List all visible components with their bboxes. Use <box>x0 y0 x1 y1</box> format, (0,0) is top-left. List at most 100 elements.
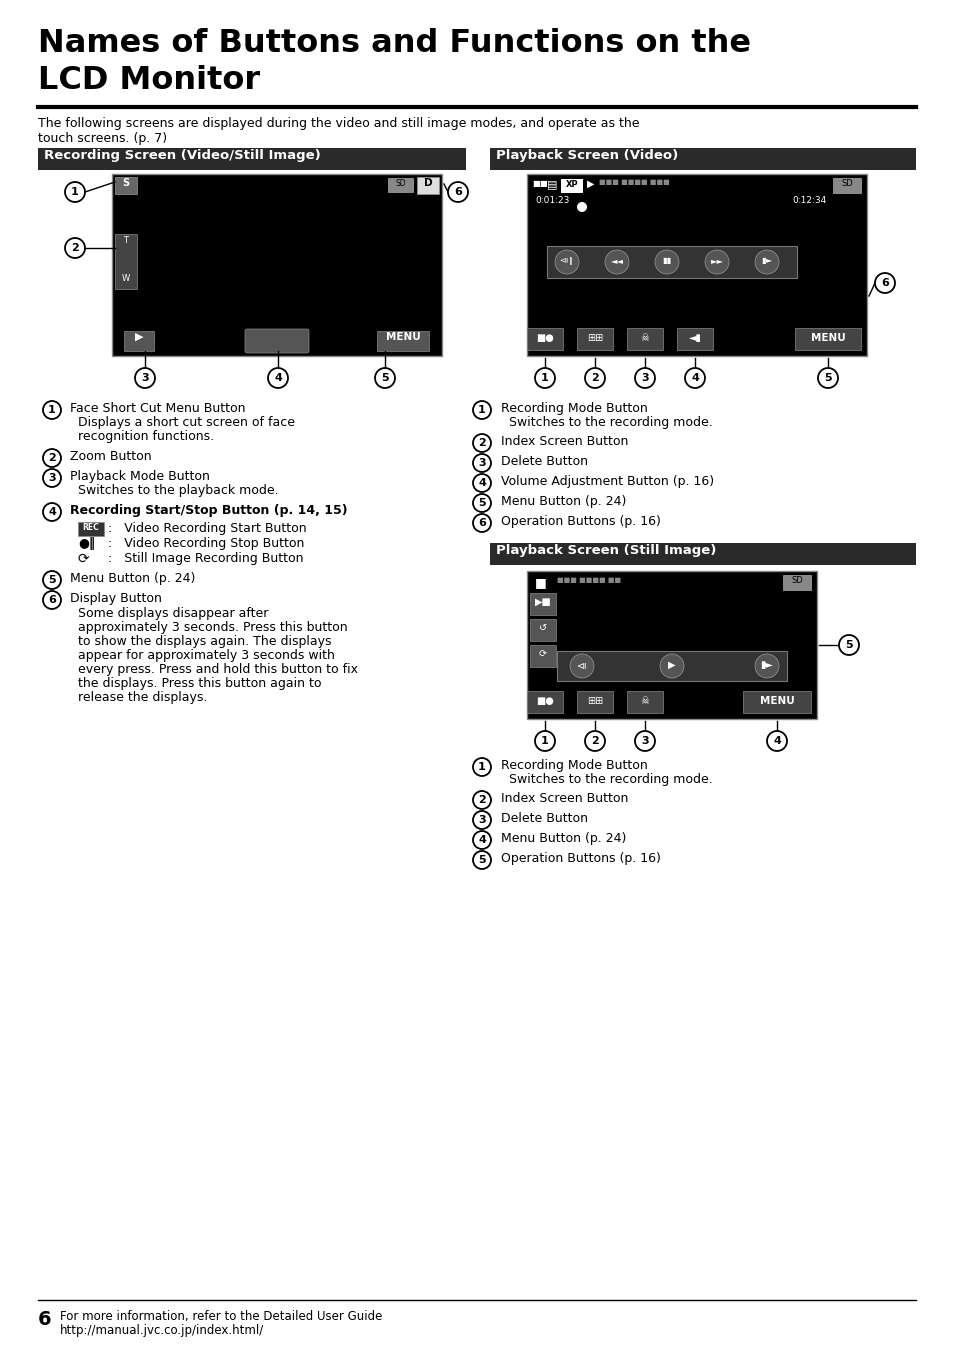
Circle shape <box>65 237 85 258</box>
Text: 2: 2 <box>477 795 485 805</box>
Text: MENU: MENU <box>810 332 844 343</box>
Text: ☠: ☠ <box>640 332 649 343</box>
Text: Operation Buttons (p. 16): Operation Buttons (p. 16) <box>500 852 660 864</box>
Text: Recording Mode Button: Recording Mode Button <box>500 402 647 415</box>
Text: The following screens are displayed during the video and still image modes, and : The following screens are displayed duri… <box>38 117 639 130</box>
FancyBboxPatch shape <box>526 174 866 356</box>
FancyBboxPatch shape <box>530 593 556 615</box>
Text: Recording Mode Button: Recording Mode Button <box>500 759 647 772</box>
Text: ⧏❙: ⧏❙ <box>558 256 574 265</box>
Circle shape <box>569 654 594 678</box>
Text: Delete Button: Delete Button <box>500 811 587 825</box>
FancyBboxPatch shape <box>38 148 465 170</box>
Text: ☠: ☠ <box>640 696 649 706</box>
Text: ■■: ■■ <box>532 179 547 189</box>
Circle shape <box>766 731 786 750</box>
Circle shape <box>473 811 491 829</box>
Text: T: T <box>123 236 129 246</box>
FancyBboxPatch shape <box>577 691 613 712</box>
Text: 3: 3 <box>477 816 485 825</box>
Text: 5: 5 <box>49 575 56 585</box>
Text: every press. Press and hold this button to fix: every press. Press and hold this button … <box>78 664 357 676</box>
Circle shape <box>43 503 61 521</box>
FancyBboxPatch shape <box>526 691 562 712</box>
Circle shape <box>43 449 61 467</box>
Text: ▶■: ▶■ <box>534 597 551 607</box>
FancyBboxPatch shape <box>416 176 438 194</box>
Text: 5: 5 <box>381 373 389 383</box>
Text: ▶: ▶ <box>134 332 143 342</box>
Circle shape <box>473 455 491 472</box>
Circle shape <box>135 368 154 388</box>
FancyBboxPatch shape <box>245 328 309 353</box>
Text: 1: 1 <box>71 187 79 197</box>
Circle shape <box>43 470 61 487</box>
FancyBboxPatch shape <box>530 645 556 668</box>
Text: Menu Button (p. 24): Menu Button (p. 24) <box>500 495 626 508</box>
FancyBboxPatch shape <box>115 176 137 194</box>
Text: Menu Button (p. 24): Menu Button (p. 24) <box>70 573 195 585</box>
Text: REC: REC <box>83 522 99 532</box>
Circle shape <box>473 830 491 849</box>
Text: 4: 4 <box>477 835 485 845</box>
Text: REC: REC <box>265 332 288 342</box>
Text: Menu Button (p. 24): Menu Button (p. 24) <box>500 832 626 845</box>
Text: ◄◄: ◄◄ <box>610 256 623 265</box>
Circle shape <box>817 368 837 388</box>
Text: to show the displays again. The displays: to show the displays again. The displays <box>78 635 331 649</box>
Circle shape <box>473 474 491 493</box>
Text: 0:01:23: 0:01:23 <box>535 195 569 205</box>
Text: 6: 6 <box>881 278 888 288</box>
Text: SD: SD <box>395 179 406 189</box>
Text: 6: 6 <box>454 187 461 197</box>
Circle shape <box>555 250 578 274</box>
Text: ⟳: ⟳ <box>538 649 546 660</box>
Text: ▶: ▶ <box>667 660 675 670</box>
Text: :   Video Recording Start Button: : Video Recording Start Button <box>108 522 306 535</box>
Text: approximately 3 seconds. Press this button: approximately 3 seconds. Press this butt… <box>78 622 347 634</box>
FancyBboxPatch shape <box>388 178 413 191</box>
FancyBboxPatch shape <box>557 651 786 681</box>
Text: Displays a short cut screen of face: Displays a short cut screen of face <box>78 417 294 429</box>
Text: ▶: ▶ <box>586 179 594 189</box>
Circle shape <box>635 368 655 388</box>
Text: ▮►: ▮► <box>760 660 773 670</box>
Text: 2: 2 <box>48 453 56 463</box>
Text: ⟳: ⟳ <box>78 552 90 566</box>
Text: W: W <box>122 274 130 284</box>
Circle shape <box>473 402 491 419</box>
FancyBboxPatch shape <box>115 233 137 289</box>
FancyBboxPatch shape <box>626 328 662 350</box>
Circle shape <box>473 514 491 532</box>
Text: 5: 5 <box>823 373 831 383</box>
Text: 3: 3 <box>477 459 485 468</box>
Text: 1: 1 <box>477 763 485 772</box>
Text: ⊞⊞: ⊞⊞ <box>586 696 602 706</box>
Circle shape <box>473 759 491 776</box>
FancyBboxPatch shape <box>742 691 810 712</box>
Text: 2: 2 <box>591 373 598 383</box>
Circle shape <box>535 731 555 750</box>
Circle shape <box>655 250 679 274</box>
Text: ◄▮: ◄▮ <box>688 332 700 343</box>
Circle shape <box>268 368 288 388</box>
Circle shape <box>535 368 555 388</box>
Circle shape <box>838 635 858 655</box>
FancyBboxPatch shape <box>626 691 662 712</box>
Text: SD: SD <box>790 575 802 585</box>
Text: ⊞⊞: ⊞⊞ <box>586 332 602 343</box>
Circle shape <box>635 731 655 750</box>
FancyBboxPatch shape <box>490 148 915 170</box>
FancyBboxPatch shape <box>546 246 796 278</box>
Text: 3: 3 <box>640 735 648 746</box>
FancyBboxPatch shape <box>677 328 712 350</box>
Text: 5: 5 <box>477 855 485 864</box>
Text: ▮►: ▮► <box>760 256 772 265</box>
Text: SD: SD <box>841 179 852 189</box>
Text: Zoom Button: Zoom Button <box>70 451 152 463</box>
FancyBboxPatch shape <box>526 571 816 719</box>
Circle shape <box>473 791 491 809</box>
Text: ●‖: ●‖ <box>78 537 95 550</box>
Circle shape <box>43 402 61 419</box>
Circle shape <box>584 731 604 750</box>
